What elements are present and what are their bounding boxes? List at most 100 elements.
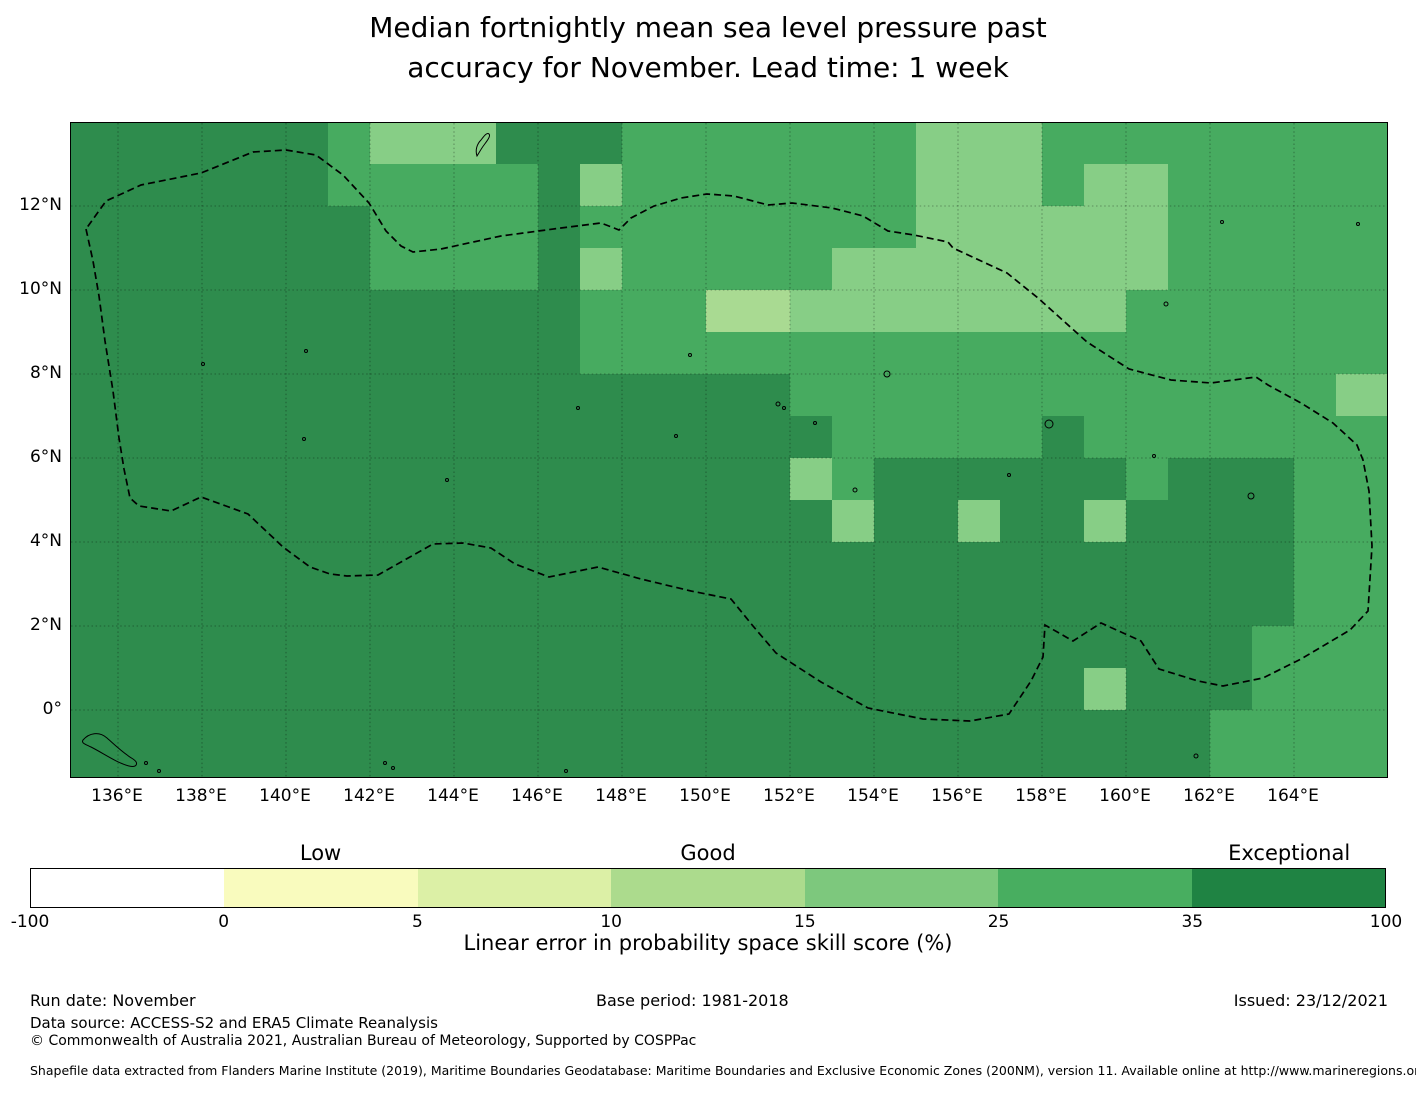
- map-cell: [874, 668, 916, 710]
- map-cell: [664, 332, 706, 374]
- map-cell: [916, 458, 958, 500]
- map-cell: [1294, 248, 1336, 290]
- map-cell: [496, 290, 538, 332]
- map-cell: [328, 668, 370, 710]
- colorbar-tick-label: 15: [794, 912, 816, 932]
- copyright-text: © Commonwealth of Australia 2021, Austra…: [30, 1033, 697, 1049]
- map-cell: [580, 458, 622, 500]
- map-cell: [160, 206, 202, 248]
- x-tick-label: 138°E: [175, 786, 227, 806]
- map-cell: [496, 584, 538, 626]
- map-cell: [370, 584, 412, 626]
- small-island-outline: [383, 761, 387, 765]
- map-cell: [1126, 290, 1168, 332]
- map-cell: [622, 752, 664, 777]
- map-cell: [286, 584, 328, 626]
- map-cell: [916, 752, 958, 777]
- map-cell: [118, 710, 160, 752]
- map-cell: [622, 668, 664, 710]
- map-cell: [958, 542, 1000, 584]
- map-cell: [1042, 626, 1084, 668]
- map-cell: [412, 542, 454, 584]
- colorbar-region-label: Exceptional: [1228, 841, 1351, 865]
- map-cell: [71, 710, 118, 752]
- map-cell: [1294, 374, 1336, 416]
- map-cell: [1126, 458, 1168, 500]
- map-cell: [916, 332, 958, 374]
- map-cell: [706, 416, 748, 458]
- colorbar-region-label: Low: [299, 841, 342, 865]
- map-cell: [370, 626, 412, 668]
- small-island-outline: [1044, 419, 1054, 429]
- map-cell: [958, 123, 1000, 164]
- map-cell: [328, 206, 370, 248]
- map-cell: [328, 626, 370, 668]
- map-cell: [118, 374, 160, 416]
- map-cell: [71, 123, 118, 164]
- map-cell: [244, 290, 286, 332]
- map-cell: [538, 248, 580, 290]
- map-cell: [874, 206, 916, 248]
- small-island-outline: [1247, 492, 1255, 500]
- map-cell: [244, 458, 286, 500]
- island-outlines: [82, 133, 1360, 773]
- map-cell: [454, 332, 496, 374]
- map-cell: [874, 626, 916, 668]
- map-cell: [1294, 542, 1336, 584]
- map-cell: [118, 542, 160, 584]
- x-tick-label: 154°E: [847, 786, 899, 806]
- map-cell: [202, 668, 244, 710]
- map-cell: [1210, 164, 1252, 206]
- map-cell: [1000, 584, 1042, 626]
- map-cell: [370, 752, 412, 777]
- y-tick-label: 6°N: [29, 447, 62, 467]
- map-cell: [832, 752, 874, 777]
- map-cell: [1126, 248, 1168, 290]
- map-cell: [832, 584, 874, 626]
- map-cell: [202, 416, 244, 458]
- map-cell: [1252, 164, 1294, 206]
- map-cell: [1042, 290, 1084, 332]
- map-cell: [454, 500, 496, 542]
- map-cell: [71, 206, 118, 248]
- map-cell: [916, 206, 958, 248]
- map-cell: [874, 374, 916, 416]
- map-cell: [664, 416, 706, 458]
- map-cell: [1252, 710, 1294, 752]
- map-cell: [1042, 374, 1084, 416]
- map-cell: [244, 248, 286, 290]
- map-cell: [118, 248, 160, 290]
- map-cell: [412, 290, 454, 332]
- y-tick-label: 2°N: [29, 615, 62, 635]
- map-cell: [664, 248, 706, 290]
- map-cell: [958, 710, 1000, 752]
- map-cell: [496, 374, 538, 416]
- map-cell: [370, 123, 412, 164]
- map-cell: [496, 206, 538, 248]
- map-cell: [1126, 374, 1168, 416]
- map-cell: [706, 542, 748, 584]
- map-cell: [580, 164, 622, 206]
- map-cell: [1294, 164, 1336, 206]
- map-cell: [622, 290, 664, 332]
- map-cell: [118, 500, 160, 542]
- map-cell: [1084, 123, 1126, 164]
- map-cell: [832, 668, 874, 710]
- map-cell: [370, 416, 412, 458]
- map-cell: [1210, 752, 1252, 777]
- small-island-outline: [1356, 222, 1360, 226]
- map-cell: [580, 206, 622, 248]
- colorbar-tick-label: 100: [1369, 912, 1403, 932]
- map-cell: [706, 164, 748, 206]
- map-cell: [1252, 500, 1294, 542]
- map-cell: [1168, 248, 1210, 290]
- map-cell: [286, 332, 328, 374]
- small-island-outline: [564, 769, 568, 773]
- map-cell: [1000, 416, 1042, 458]
- map-cell: [1336, 332, 1387, 374]
- map-cell: [664, 458, 706, 500]
- x-tick-label: 150°E: [679, 786, 731, 806]
- small-island-outline: [1152, 454, 1156, 458]
- map-cell: [958, 206, 1000, 248]
- map-cell: [244, 123, 286, 164]
